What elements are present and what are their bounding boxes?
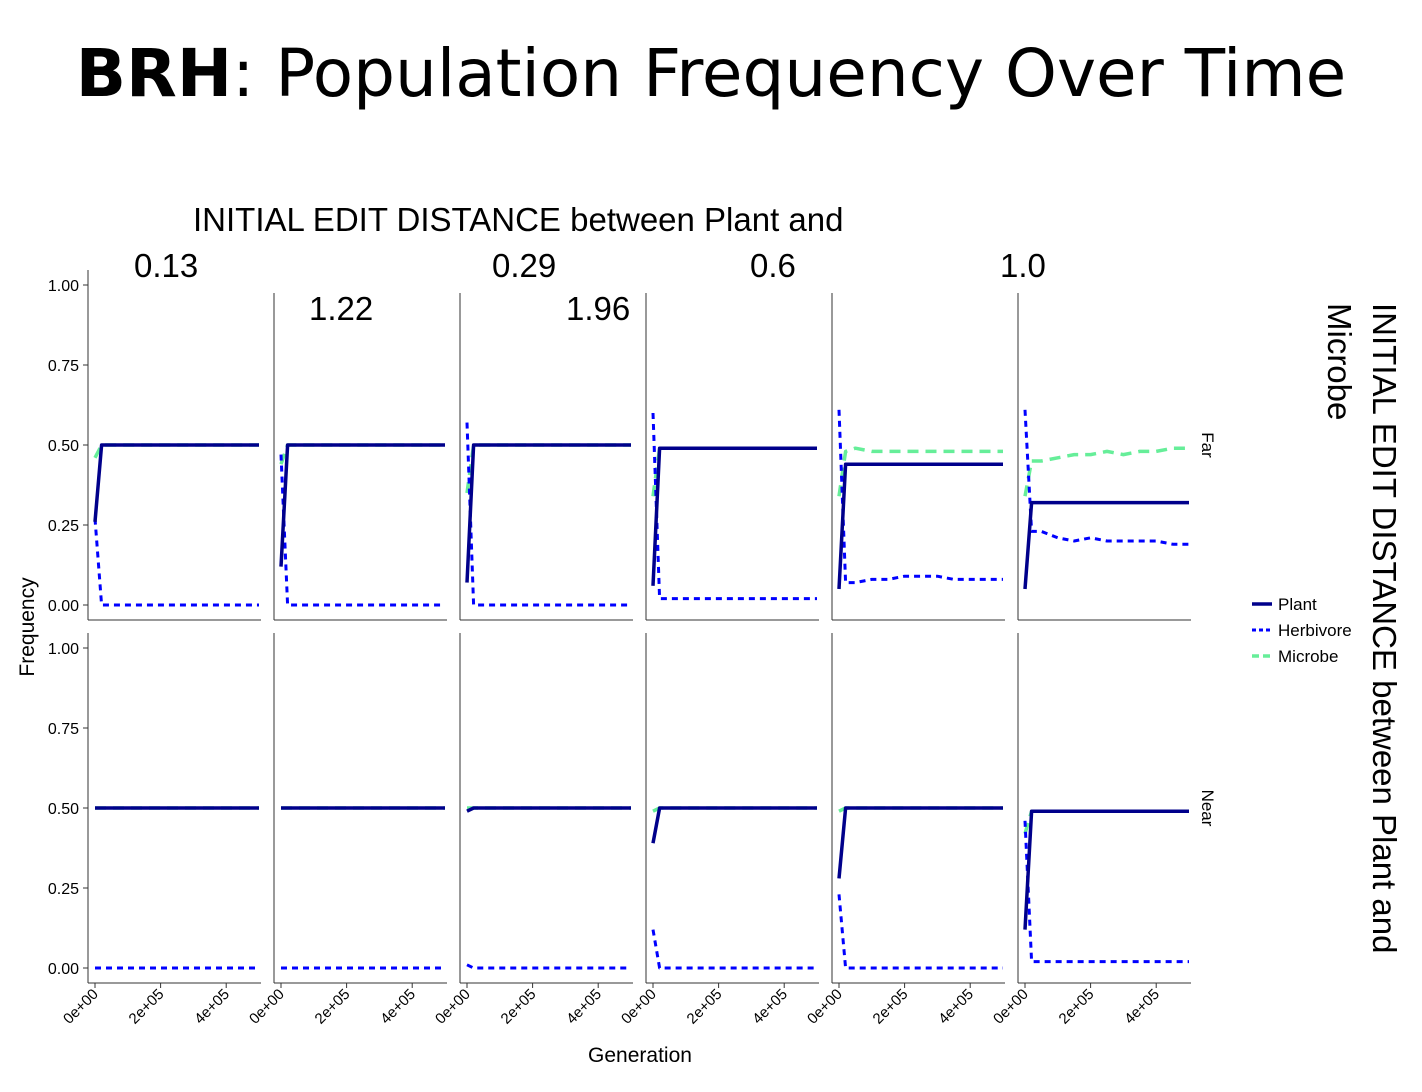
legend-item: Herbivore xyxy=(1252,621,1352,640)
series-line-microbe xyxy=(1023,809,1189,835)
series-line-herbivore xyxy=(1023,820,1189,964)
series-line-plant xyxy=(1023,809,1189,930)
y-tick-label: 1.00 xyxy=(48,278,79,295)
x-tick-label: 4e+05 xyxy=(377,986,419,1028)
x-tick-label: 4e+05 xyxy=(1121,986,1163,1028)
y-tick-label: 0.50 xyxy=(48,801,79,818)
y-tick-label: 0.50 xyxy=(48,438,79,455)
facet-panel xyxy=(273,293,447,621)
facet-col-label: 0.29 xyxy=(492,247,556,284)
series-line-plant xyxy=(279,443,445,567)
series-line-microbe xyxy=(279,443,445,465)
y-tick-label: 0.00 xyxy=(48,598,79,615)
x-tick-label: 0e+00 xyxy=(246,986,288,1028)
facet-panel: 0e+00 2e+05 4e+05 xyxy=(432,633,633,1028)
x-tick-label: 0e+00 xyxy=(990,986,1032,1028)
x-tick-label: 0e+00 xyxy=(804,986,846,1028)
y-tick-label: 0.25 xyxy=(48,881,79,898)
facet-panel: 0e+00 2e+05 4e+05 xyxy=(990,633,1191,1028)
facet-panel xyxy=(645,293,819,621)
x-tick-label: 4e+05 xyxy=(749,986,791,1028)
facet-panels: 0e+00 2e+05 4e+05 0e+00 2e+05 4e+05 0e+00 2e+05… xyxy=(60,293,1191,1028)
facet-row-label-near: Near xyxy=(1198,790,1217,827)
y-tick-labels: 0.00 0.25 0.50 0.75 1.00 0.00 0.25 0.50 0.75 1.00 xyxy=(48,278,88,978)
series-line-herbivore xyxy=(466,963,631,970)
x-tick-label: 2e+05 xyxy=(870,986,912,1028)
series-line-microbe xyxy=(465,443,631,494)
facet-panel: 0e+00 2e+05 4e+05 xyxy=(804,633,1005,1028)
slide-title: BRH: Population Frequency Over Time xyxy=(0,34,1422,114)
facet-panel: 0e+00 2e+05 4e+05 xyxy=(618,633,819,1028)
x-tick-label: 2e+05 xyxy=(126,986,168,1028)
x-tick-label: 0e+00 xyxy=(432,986,474,1028)
legend-label: Herbivore xyxy=(1278,621,1352,640)
x-tick-label: 0e+00 xyxy=(618,986,660,1028)
series-line-herbivore xyxy=(1023,409,1189,546)
y-axis-left: 0.00 0.25 0.50 0.75 1.00 0.00 0.25 0.50 0.75 1.00 xyxy=(48,270,89,983)
facet-row-label-far: Far xyxy=(1198,432,1217,458)
series-line-plant xyxy=(651,806,817,844)
facet-col-label: 0.6 xyxy=(750,247,796,284)
series-line-plant xyxy=(465,443,631,583)
series-line-plant xyxy=(93,443,259,522)
series-line-plant xyxy=(651,446,817,586)
slide-title-bold: BRH xyxy=(75,35,233,112)
series-line-herbivore xyxy=(837,894,1003,970)
y-axis-label: Frequency xyxy=(16,577,39,677)
y-tick-label: 0.00 xyxy=(48,961,79,978)
legend: Plant Herbivore Microbe xyxy=(1252,595,1352,666)
facet-panel xyxy=(88,443,261,621)
series-line-plant xyxy=(837,462,1003,590)
legend-label: Microbe xyxy=(1278,647,1338,666)
facet-row-title-line2: Microbe xyxy=(1321,303,1358,420)
x-tick-label: 4e+05 xyxy=(191,986,233,1028)
y-tick-label: 0.25 xyxy=(48,518,79,535)
series-line-herbivore xyxy=(651,929,817,970)
facet-panel xyxy=(831,293,1005,621)
facet-col-label: 1.22 xyxy=(309,290,373,327)
facet-col-title-line1: INITIAL EDIT DISTANCE between Plant and xyxy=(193,201,844,238)
y-tick-label: 1.00 xyxy=(48,641,79,658)
series-line-plant xyxy=(837,806,1003,879)
series-line-herbivore xyxy=(279,454,445,607)
facet-panel: 0e+00 2e+05 4e+05 xyxy=(60,806,261,1028)
x-tick-label: 4e+05 xyxy=(935,986,977,1028)
series-line-plant xyxy=(1023,500,1189,590)
facet-col-label: 0.13 xyxy=(134,247,198,284)
series-line-herbivore xyxy=(465,422,631,607)
legend-item: Plant xyxy=(1252,595,1317,614)
x-tick-label: 2e+05 xyxy=(498,986,540,1028)
series-line-microbe xyxy=(837,446,1003,497)
facet-panel: 0e+00 2e+05 4e+05 xyxy=(246,633,447,1028)
y-tick-label: 0.75 xyxy=(48,721,79,738)
legend-item: Microbe xyxy=(1252,647,1338,666)
series-line-microbe xyxy=(1023,446,1189,497)
slide-title-rest: : Population Frequency Over Time xyxy=(232,35,1347,112)
facet-panel xyxy=(459,293,633,621)
series-line-microbe xyxy=(651,446,817,497)
legend-label: Plant xyxy=(1278,595,1317,614)
x-tick-label: 2e+05 xyxy=(684,986,726,1028)
x-tick-label: 4e+05 xyxy=(563,986,605,1028)
series-line-herbivore xyxy=(93,518,259,607)
facet-col-label: 1.96 xyxy=(566,290,630,327)
series-line-herbivore xyxy=(837,409,1003,585)
facet-row-title: INITIAL EDIT DISTANCE between Plant and … xyxy=(1321,303,1403,954)
x-tick-label: 2e+05 xyxy=(1056,986,1098,1028)
series-line-microbe xyxy=(93,443,259,459)
facet-col-labels: 0.13 0.29 0.6 1.0 1.22 1.96 xyxy=(134,247,1046,327)
x-tick-label: 0e+00 xyxy=(60,986,102,1028)
y-tick-label: 0.75 xyxy=(48,358,79,375)
series-line-herbivore xyxy=(651,412,817,601)
series-line-plant xyxy=(466,806,631,813)
x-axis-label: Generation xyxy=(588,1044,692,1067)
facet-row-title-line1: INITIAL EDIT DISTANCE between Plant and xyxy=(1366,303,1403,954)
facet-row-labels: Far Near xyxy=(1198,432,1217,827)
facet-col-label: 1.0 xyxy=(1000,247,1046,284)
x-tick-label: 2e+05 xyxy=(312,986,354,1028)
facet-panel xyxy=(1017,293,1191,621)
